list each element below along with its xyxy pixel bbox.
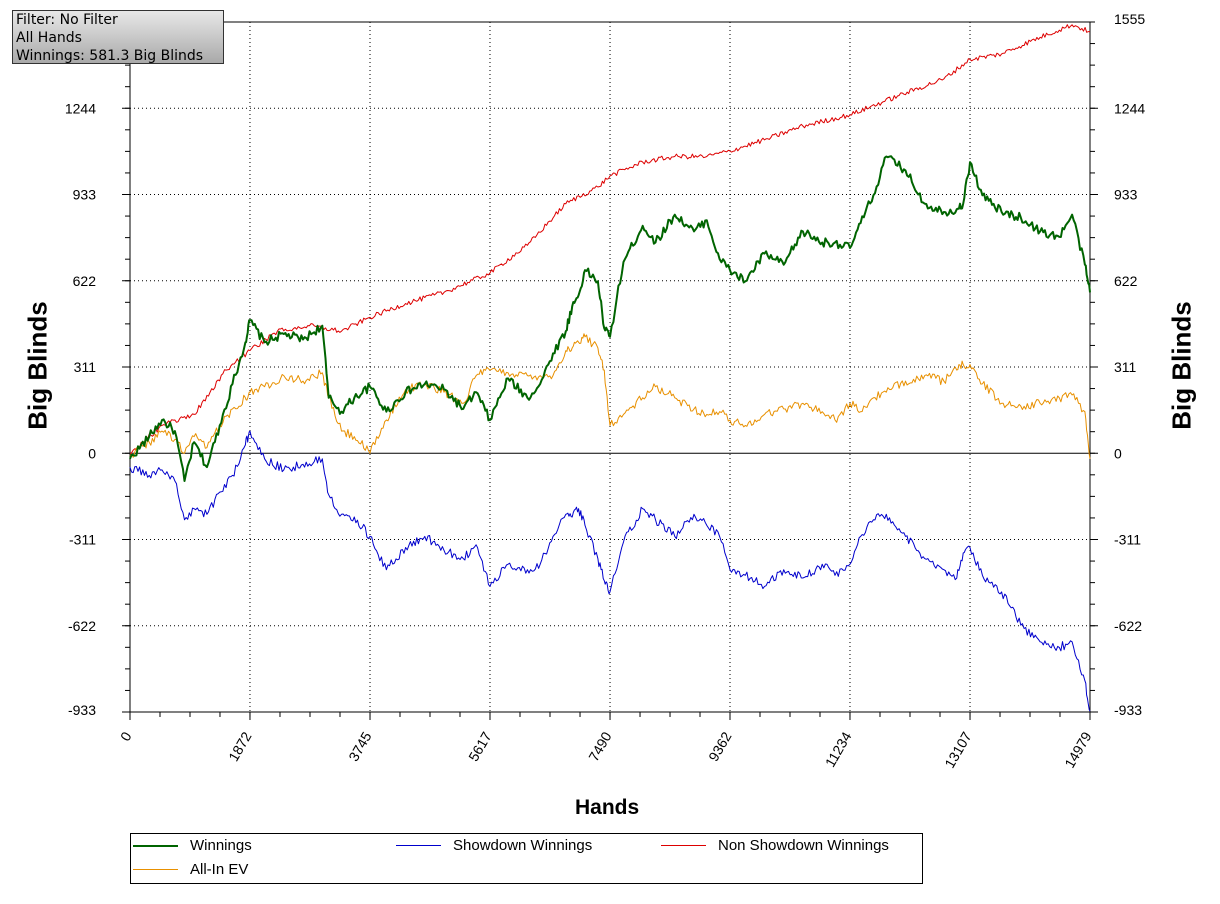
minor-ticks [122,21,1098,720]
legend-label-showdown: Showdown Winnings [453,837,593,854]
hands-scope-label: All Hands [16,30,82,46]
y-tick-label-right: -311 [1114,532,1141,548]
x-tick-label: 9362 [705,729,735,764]
y-tick-label-right: 933 [1114,187,1138,203]
tick-labels: -933 -933 -622 -622 -311 -311 0 0 311 311 622 622 93… [65,11,1146,771]
filter-info-box: Filter: No Filter All Hands Winnings: 58… [12,10,224,64]
legend-label-allin-ev: All-In EV [190,861,249,878]
legend-swatch-allin-ev [133,869,178,870]
legend-label-winnings: Winnings [190,837,252,854]
y-tick-label-left: 622 [73,273,97,289]
y-tick-label-right: 622 [1114,273,1138,289]
x-tick-label: 1872 [225,729,255,764]
y-tick-label-left: -622 [68,618,96,634]
y-axis-title-right: Big Blinds [1166,301,1197,430]
series-line-non-showdown-winnings [129,24,1091,454]
x-tick-label: 0 [117,729,135,744]
y-tick-label-right: 0 [1114,445,1122,461]
x-tick-label: 3745 [345,729,375,764]
y-tick-label-right: -933 [1114,702,1142,718]
y-tick-label-right: -622 [1114,618,1142,634]
legend-swatch-non-showdown [661,845,706,846]
y-tick-label-right: 1555 [1114,11,1145,27]
series-line-showdown-winnings [129,430,1091,712]
y-tick-label-left: 933 [73,187,97,203]
legend-label-non-showdown: Non Showdown Winnings [718,837,889,854]
x-tick-label: 13107 [941,729,974,771]
x-tick-label: 11234 [822,729,855,770]
legend-item-showdown: Showdown Winnings [394,837,592,854]
filter-label: Filter: No Filter [16,12,118,28]
series-line-all-in-ev [129,333,1091,459]
y-tick-label-left: 311 [74,359,97,375]
series-lines [129,24,1091,712]
legend-item-winnings: Winnings [131,837,252,854]
series-line-winnings [129,155,1091,482]
legend-item-allin-ev: All-In EV [131,861,248,878]
x-axis-title: Hands [575,796,640,819]
legend-swatch-winnings [133,844,178,847]
y-tick-label-left: -311 [69,532,96,548]
winnings-summary-label: Winnings: 581.3 Big Blinds [16,48,204,64]
legend-swatch-showdown [396,845,441,846]
legend: Winnings Showdown Winnings Non Showdown … [130,833,923,884]
x-tick-label: 5617 [465,729,495,764]
y-tick-label-right: 311 [1114,359,1137,375]
y-tick-label-left: 0 [88,445,96,461]
y-tick-label-right: 1244 [1114,100,1145,116]
x-tick-label: 7490 [585,729,615,764]
x-tick-label: 14979 [1061,729,1094,771]
grid [130,22,1090,712]
y-tick-label-left: -933 [68,702,96,718]
y-tick-label-left: 1244 [65,100,96,116]
y-axis-title-left: Big Blinds [22,301,53,430]
legend-item-non-showdown: Non Showdown Winnings [659,837,889,854]
